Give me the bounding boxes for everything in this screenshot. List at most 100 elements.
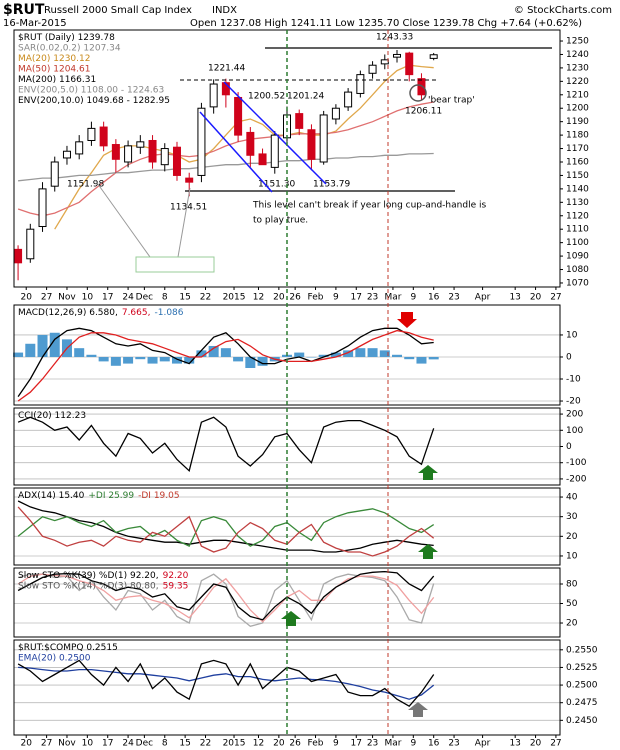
legend-entry: SAR(0.02,0.2) 1207.34 bbox=[18, 43, 121, 53]
x-tick-label: Dec bbox=[136, 293, 153, 303]
candle-body bbox=[111, 144, 120, 160]
x-tick-label: 15 bbox=[179, 293, 190, 303]
y-tick-label: 1090 bbox=[566, 252, 589, 262]
x-tick-label: 8 bbox=[162, 739, 168, 749]
x-tick-label: 20 bbox=[530, 739, 542, 749]
histogram-bar bbox=[13, 352, 24, 357]
histogram-bar bbox=[367, 348, 378, 357]
histogram-bar bbox=[233, 356, 244, 362]
histogram-bar bbox=[294, 352, 305, 357]
y-tick-label: 1240 bbox=[566, 50, 589, 60]
histogram-bar bbox=[343, 350, 354, 357]
candle-body bbox=[319, 114, 328, 163]
candle-body bbox=[136, 141, 145, 148]
x-tick-label: 24 bbox=[122, 739, 134, 749]
y-tick-label: -20 bbox=[566, 397, 581, 407]
credit: © StockCharts.com bbox=[514, 5, 612, 16]
x-tick-label: 20 bbox=[273, 293, 285, 303]
x-tick-label: 17 bbox=[351, 739, 362, 749]
x-tick-label: 10 bbox=[82, 739, 94, 749]
series-line bbox=[17, 659, 435, 708]
candle-body bbox=[75, 141, 84, 155]
candle-body bbox=[62, 150, 71, 159]
histogram-bar bbox=[135, 356, 146, 360]
candle-body bbox=[26, 228, 35, 260]
series-line bbox=[17, 329, 434, 402]
annotation: 1221.44 bbox=[208, 64, 245, 74]
annotation: This level can't break if year long cup-… bbox=[252, 201, 486, 211]
legend-text: MA(50) 1204.61 bbox=[18, 64, 90, 74]
histogram-bar bbox=[257, 356, 268, 366]
x-tick-label: 20 bbox=[530, 293, 542, 303]
annotation: 1151.30 bbox=[258, 180, 295, 190]
legend-entry: EMA(20) 0.2500 bbox=[18, 653, 91, 663]
x-tick-label: 27 bbox=[550, 739, 561, 749]
legend-entry: $RUT:$COMPQ 0.2515 bbox=[18, 643, 118, 653]
x-tick-label: Apr bbox=[475, 739, 491, 749]
x-tick-label: 20 bbox=[273, 739, 285, 749]
y-tick-label: 0.2450 bbox=[566, 716, 598, 726]
x-tick-label: Nov bbox=[58, 739, 76, 749]
x-tick-label: 12 bbox=[253, 293, 264, 303]
candle-body bbox=[172, 146, 181, 176]
y-tick-label: -10 bbox=[566, 375, 581, 385]
histogram-bar bbox=[74, 348, 85, 357]
series-line bbox=[17, 508, 435, 547]
legend-text: -DI 19.05 bbox=[138, 491, 179, 501]
x-tick-label: 23 bbox=[367, 739, 378, 749]
histogram-bar bbox=[159, 356, 170, 362]
candle-body bbox=[258, 153, 267, 166]
x-tick-label: 27 bbox=[41, 293, 52, 303]
candle-body bbox=[221, 82, 230, 96]
candle-body bbox=[405, 52, 414, 76]
histogram-bar bbox=[184, 356, 195, 364]
histogram-bar bbox=[171, 356, 182, 364]
x-tick-label: 17 bbox=[102, 739, 113, 749]
histogram-bar bbox=[392, 354, 403, 357]
x-tick-label: 24 bbox=[122, 293, 134, 303]
x-tick-label: 26 bbox=[289, 739, 301, 749]
series-line bbox=[17, 416, 435, 473]
x-tick-label: 17 bbox=[351, 293, 362, 303]
legend-text: MACD(12,26,9) 6.580, bbox=[18, 308, 118, 318]
x-tick-label: 10 bbox=[82, 293, 94, 303]
histogram-bar bbox=[245, 356, 256, 368]
candle-body bbox=[246, 131, 255, 156]
annotation: 1243.33 bbox=[376, 33, 413, 43]
histogram-bar bbox=[306, 356, 317, 358]
symbol: $RUT bbox=[3, 2, 45, 18]
candle-body bbox=[429, 54, 438, 59]
histogram-bar bbox=[86, 354, 97, 357]
y-tick-label: 1130 bbox=[566, 198, 589, 208]
legend-text: -1.086 bbox=[154, 308, 183, 318]
histogram-bar bbox=[379, 350, 390, 357]
x-tick-label: 15 bbox=[179, 739, 190, 749]
histogram-bar bbox=[49, 332, 60, 357]
y-tick-label: 0.2500 bbox=[566, 681, 598, 691]
histogram-bar bbox=[208, 345, 219, 357]
y-tick-label: 10 bbox=[566, 551, 578, 561]
histogram-bar bbox=[428, 356, 439, 360]
channel-line bbox=[199, 111, 273, 193]
x-tick-label: Nov bbox=[58, 293, 76, 303]
candle-body bbox=[344, 91, 353, 108]
legend-text: EMA(20) 0.2500 bbox=[18, 653, 91, 663]
candle-body bbox=[14, 248, 23, 264]
x-tick-label: 16 bbox=[428, 739, 440, 749]
highlight-circle bbox=[409, 84, 427, 102]
channel-line bbox=[223, 81, 327, 185]
x-tick-label: 9 bbox=[410, 739, 416, 749]
legend-entry: MA(50) 1204.61 bbox=[18, 64, 90, 74]
y-tick-label: 80 bbox=[566, 579, 578, 589]
x-tick-label: Feb bbox=[308, 739, 324, 749]
x-tick-label: 13 bbox=[509, 739, 520, 749]
y-tick-label: 1100 bbox=[566, 238, 589, 248]
callout-box bbox=[135, 256, 215, 273]
legend-entry: Slow STO %K(39) %D(1) 92.20, 92.20 bbox=[18, 571, 189, 581]
x-tick-label: 16 bbox=[428, 293, 440, 303]
y-tick-label: 20 bbox=[566, 532, 578, 542]
histogram-bar bbox=[25, 343, 36, 357]
histogram-bar bbox=[220, 348, 231, 357]
y-tick-label: 1220 bbox=[566, 77, 589, 87]
